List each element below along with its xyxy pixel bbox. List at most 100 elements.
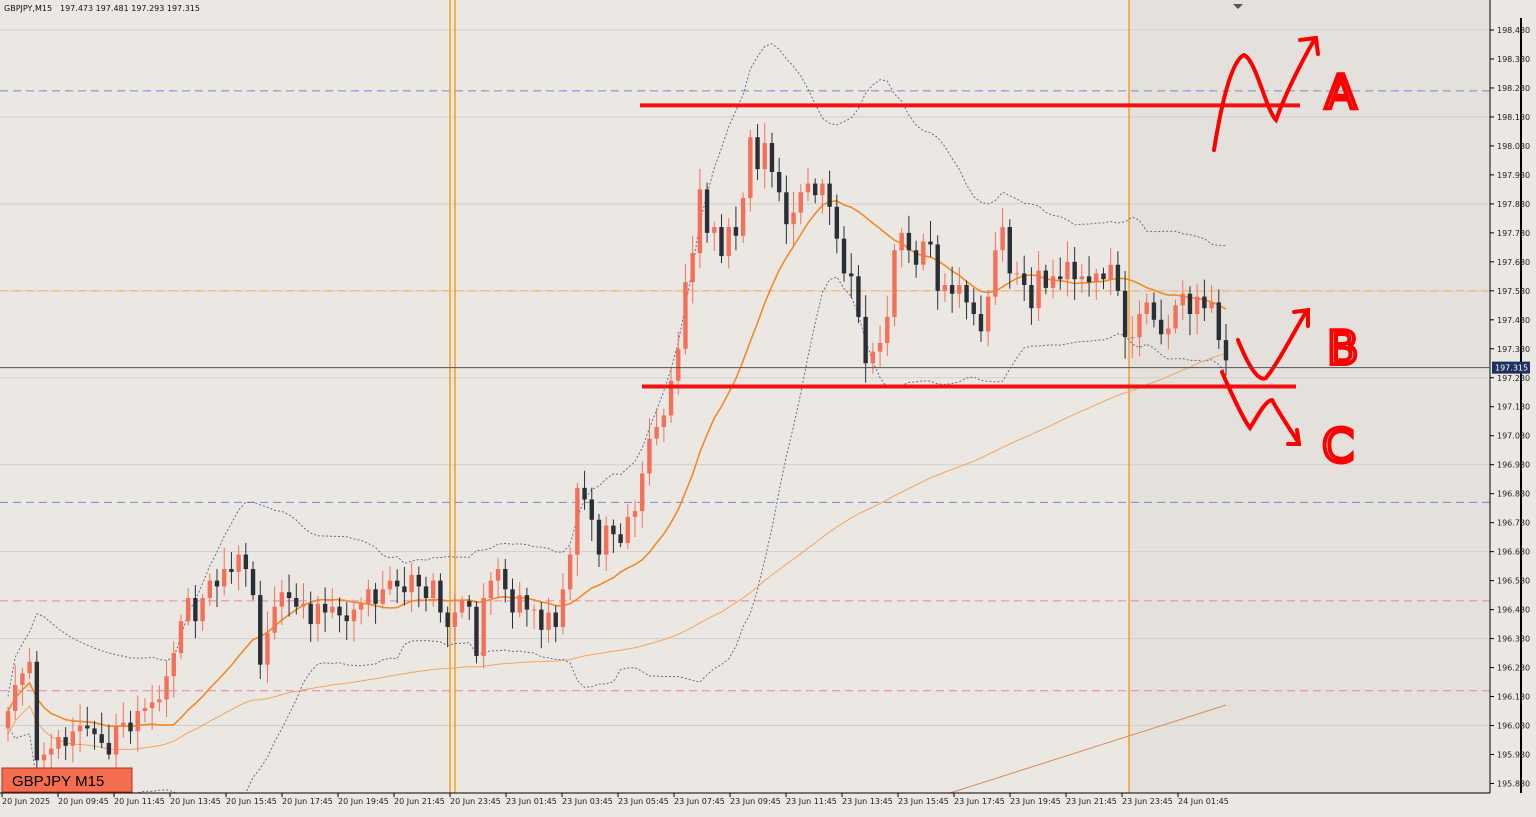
candle-body: [258, 595, 263, 665]
time-tick-label: 23 Jun 03:45: [562, 797, 613, 806]
candle-body: [524, 595, 530, 610]
candle-body: [222, 569, 227, 587]
candle-body: [1158, 319, 1164, 335]
price-tick-label: 198.080: [1497, 142, 1530, 151]
long-moving-average: [949, 704, 1227, 794]
candle-body: [748, 137, 753, 199]
candle-body: [553, 612, 558, 627]
candle-body: [1007, 227, 1012, 274]
candle-body: [77, 725, 83, 732]
candle-body: [286, 592, 292, 599]
candle-body: [899, 232, 904, 251]
candle-body: [149, 702, 155, 709]
candle-body: [539, 609, 544, 630]
support-resistance: [640, 103, 1300, 389]
candle-body: [387, 580, 393, 590]
candle-body: [474, 606, 479, 656]
candle-body: [885, 316, 890, 343]
price-tick-label: 197.880: [1497, 200, 1530, 209]
current-price: 197.315: [0, 361, 1530, 374]
time-tick-label: 23 Jun 01:45: [506, 797, 557, 806]
candle-body: [546, 612, 551, 630]
time-tick-label: 20 Jun 21:45: [394, 797, 445, 806]
candle-body: [1079, 276, 1085, 280]
time-axis: 20 Jun 2025 20 Jun 09:45 20 Jun 11:45 20 Ju…: [0, 792, 1536, 817]
candle-body: [113, 725, 119, 755]
price-tick-label: 197.180: [1497, 403, 1530, 412]
time-tick-label: 20 Jun 09:45: [58, 797, 109, 806]
candle-body: [1000, 227, 1005, 251]
label-b: B: [1327, 321, 1359, 375]
candle-body: [1022, 273, 1027, 286]
candle-body: [791, 212, 796, 225]
candle-body: [34, 661, 40, 761]
candle-body: [416, 574, 422, 587]
candle-body: [517, 595, 522, 613]
chart-shift-icon[interactable]: [1233, 4, 1243, 9]
candle-body: [1036, 270, 1041, 309]
scenario-c-arrowhead: [1286, 428, 1302, 446]
candle-body: [27, 661, 32, 674]
scenario-a-arrowhead: [1298, 35, 1320, 56]
candle-body: [459, 600, 465, 613]
candle-body: [704, 189, 710, 233]
candle-body: [185, 598, 191, 622]
price-tick-label: 196.580: [1497, 577, 1530, 586]
candle-body: [272, 606, 277, 633]
price-tick-label: 197.780: [1497, 229, 1530, 238]
candle-body: [1101, 273, 1106, 280]
time-tick-label: 23 Jun 09:45: [730, 797, 781, 806]
candle-body: [431, 580, 436, 599]
candle-body: [1209, 302, 1214, 309]
candle-body: [625, 516, 631, 543]
candle-body: [978, 314, 984, 332]
candle-body: [812, 183, 818, 196]
time-tick-label: 23 Jun 19:45: [1010, 797, 1061, 806]
candle-body: [661, 415, 667, 428]
horizontal-levels: [0, 90, 1490, 692]
candle-body: [827, 183, 832, 207]
price-tick-label: 197.480: [1497, 316, 1530, 325]
candle-body: [1086, 276, 1092, 283]
candle-body: [993, 250, 998, 297]
candle-body: [488, 580, 494, 599]
candle-body: [906, 232, 912, 251]
candle-body: [279, 592, 285, 607]
time-tick-label: 20 Jun 15:45: [226, 797, 277, 806]
candle-body: [229, 569, 234, 572]
candle-body: [20, 673, 25, 685]
candles: [5, 123, 1229, 775]
candle-body: [438, 580, 443, 613]
candle-body: [157, 699, 162, 703]
time-tick-label: 20 Jun 13:45: [170, 797, 221, 806]
candle-body: [423, 586, 429, 599]
candle-body: [1108, 264, 1113, 280]
time-tick-label: 23 Jun 07:45: [674, 797, 725, 806]
candle-body: [531, 609, 537, 611]
candle-body: [849, 273, 854, 277]
time-tick-label: 20 Jun 2025: [2, 797, 50, 806]
candle-body: [632, 511, 638, 517]
candle-body: [668, 380, 674, 416]
price-tick-label: 196.680: [1497, 548, 1530, 557]
candle-body: [503, 569, 508, 590]
symbol-badge: [1, 767, 133, 793]
candle-body: [236, 554, 241, 572]
candle-body: [964, 285, 969, 303]
price-tick-label: 198.380: [1497, 55, 1530, 64]
candle-body: [841, 238, 847, 274]
candle-body: [596, 519, 602, 555]
price-tick-label: 196.080: [1497, 722, 1530, 731]
candle-body: [481, 598, 486, 656]
candle-body: [863, 316, 868, 364]
price-axis: 198.480 198.380 198.280 198.180 198.080 197.9…: [1489, 0, 1536, 817]
candle-body: [647, 438, 652, 474]
time-tick-label: 24 Jun 01:45: [1178, 797, 1229, 806]
price-tick-label: 197.980: [1497, 171, 1530, 180]
price-tick-label: 198.480: [1497, 26, 1530, 35]
candle-body: [322, 603, 328, 613]
annotations: A B C: [1212, 35, 1361, 475]
candle-body: [654, 427, 659, 439]
